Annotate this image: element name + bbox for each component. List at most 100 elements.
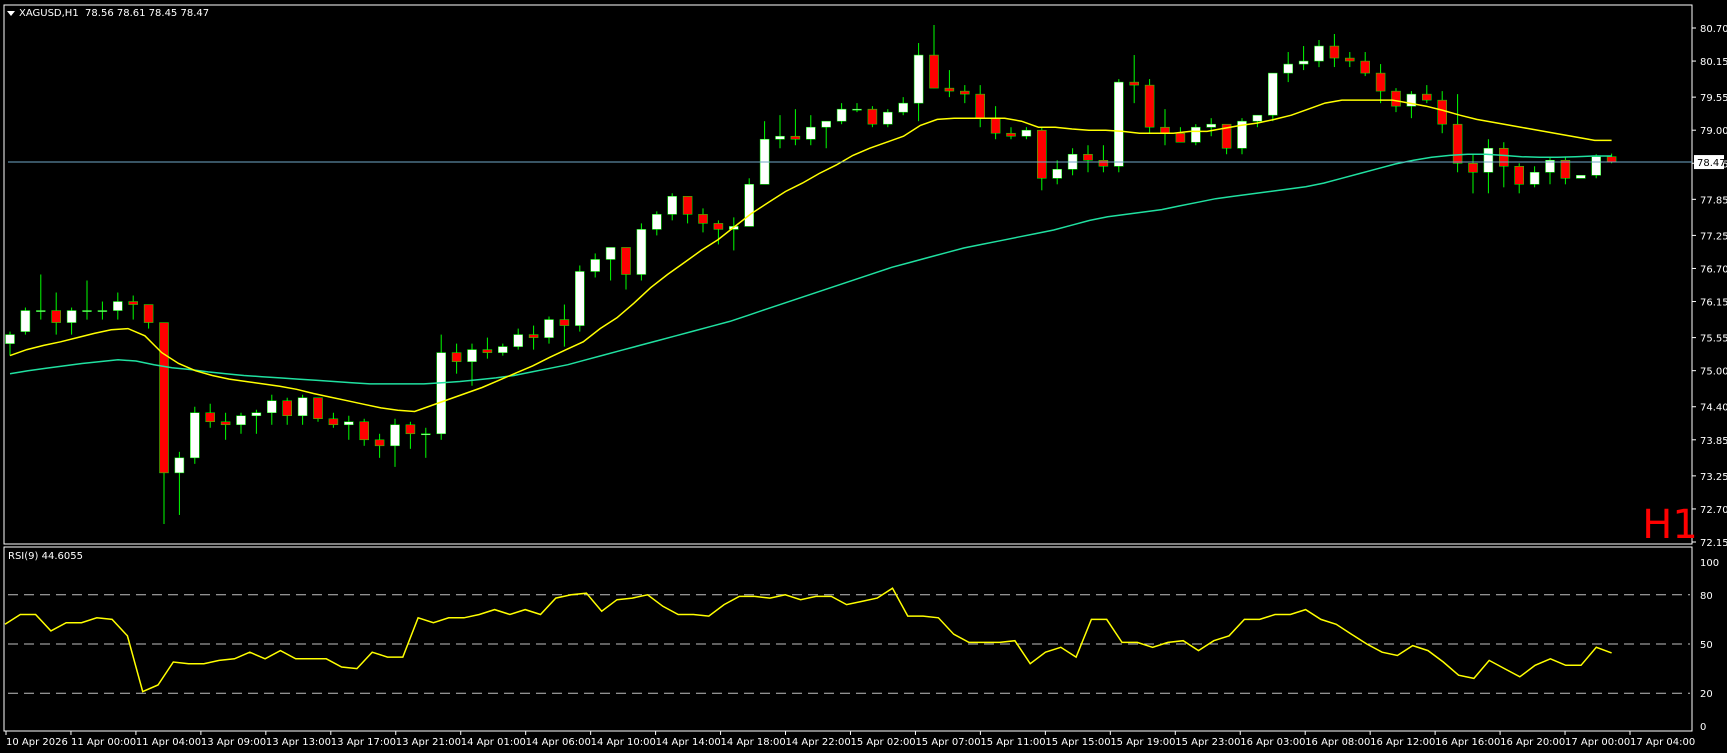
- candle: [744, 178, 754, 227]
- candle: [436, 334, 446, 440]
- candle: [1560, 157, 1571, 185]
- rsi-level-lines: [8, 594, 1690, 694]
- candle: [1545, 157, 1555, 185]
- candle: [1098, 145, 1109, 173]
- candle: [113, 292, 123, 320]
- candle: [713, 220, 724, 245]
- price-tick-label: 80.15: [1700, 57, 1727, 68]
- candle: [297, 394, 308, 425]
- candle: [575, 265, 585, 332]
- candle: [1314, 40, 1324, 68]
- candle: [282, 397, 292, 425]
- timeframe-label: H1: [1642, 502, 1698, 548]
- candle: [1452, 94, 1463, 173]
- time-tick-label: 15 Apr 07:00: [915, 737, 980, 748]
- candle: [498, 343, 508, 356]
- time-tick-label: 13 Apr 17:00: [331, 737, 396, 748]
- symbol-header: XAGUSD,H1 78.56 78.61 78.45 78.47: [19, 8, 209, 19]
- candle: [1345, 52, 1355, 68]
- price-tick-label: 72.70: [1700, 505, 1727, 516]
- candle: [913, 43, 924, 122]
- candle: [313, 397, 323, 422]
- candle: [36, 274, 46, 320]
- candle: [359, 418, 369, 446]
- candle: [544, 316, 554, 344]
- time-tick-label: 15 Apr 11:00: [980, 737, 1045, 748]
- candle: [143, 304, 154, 329]
- rsi-axis: 100 80 50 20 0: [1700, 558, 1719, 733]
- candle: [944, 70, 955, 98]
- candle: [1144, 79, 1155, 134]
- candle: [960, 85, 970, 104]
- price-tick-label: 74.40: [1700, 403, 1727, 414]
- candle: [898, 97, 908, 116]
- rsi-tick-label: 0: [1700, 722, 1706, 733]
- time-tick-label: 17 Apr 04:00: [1630, 737, 1695, 748]
- time-tick-label: 15 Apr 02:00: [850, 737, 915, 748]
- price-tick-label: 80.70: [1700, 24, 1727, 35]
- candle: [467, 343, 477, 386]
- collapse-arrow-icon[interactable]: [7, 11, 15, 16]
- candle: [97, 301, 108, 320]
- price-tick-label: 76.70: [1700, 264, 1727, 275]
- candle: [267, 394, 277, 425]
- time-tick-label: 15 Apr 23:00: [1175, 737, 1240, 748]
- candle: [528, 325, 539, 350]
- candle: [1114, 79, 1124, 173]
- candle: [374, 433, 385, 458]
- candle: [652, 211, 662, 236]
- candle: [775, 115, 785, 149]
- time-tick-label: 13 Apr 09:00: [201, 737, 266, 748]
- time-tick-label: 11 Apr 04:00: [136, 737, 201, 748]
- candle: [1422, 85, 1432, 104]
- time-tick-label: 14 Apr 14:00: [656, 737, 721, 748]
- price-tick-label: 73.85: [1700, 436, 1727, 447]
- candle: [220, 412, 231, 440]
- candle: [605, 247, 616, 281]
- time-tick-label: 11 Apr 00:00: [71, 737, 136, 748]
- candle: [1283, 52, 1293, 83]
- time-tick-label: 13 Apr 13:00: [266, 737, 331, 748]
- candle: [205, 403, 215, 428]
- candle: [51, 292, 61, 335]
- candle: [236, 412, 246, 434]
- candle: [990, 106, 1001, 140]
- candle: [1499, 142, 1509, 188]
- candle: [344, 415, 354, 440]
- time-tick-label: 14 Apr 10:00: [591, 737, 656, 748]
- candle: [1514, 163, 1524, 194]
- price-axis: 80.7080.1579.5579.0078.4577.8577.2576.70…: [1692, 24, 1727, 549]
- time-axis: 10 Apr 2026 11 Apr 00:00 11 Apr 04:00 13 Ap…: [5, 731, 1695, 748]
- time-tick-label: 10 Apr 2026: [6, 737, 68, 748]
- price-tick-label: 79.00: [1700, 126, 1727, 137]
- candle: [867, 106, 878, 128]
- candle: [1237, 118, 1247, 155]
- time-tick-label: 13 Apr 21:00: [396, 737, 461, 748]
- candle: [667, 193, 677, 221]
- price-tick-label: 75.00: [1700, 367, 1727, 378]
- candle: [759, 121, 770, 185]
- moving-average-slow: [9, 153, 1612, 385]
- candle: [590, 253, 600, 278]
- candle: [159, 322, 169, 524]
- candle: [328, 412, 339, 428]
- price-tick-label: 76.15: [1700, 298, 1727, 309]
- candle: [482, 337, 493, 359]
- candle: [1252, 114, 1263, 128]
- candle: [190, 406, 200, 464]
- time-tick-label: 16 Apr 03:00: [1240, 737, 1305, 748]
- time-tick-label: 16 Apr 12:00: [1370, 737, 1435, 748]
- time-tick-label: 16 Apr 20:00: [1500, 737, 1565, 748]
- rsi-line: [4, 587, 1612, 693]
- price-tick-label: 73.25: [1700, 472, 1727, 483]
- candle: [698, 208, 708, 233]
- time-tick-label: 17 Apr 00:00: [1565, 737, 1630, 748]
- candle: [1221, 123, 1232, 155]
- rsi-tick-label: 50: [1700, 640, 1713, 651]
- rsi-panel-frame: [3, 546, 1693, 732]
- candle: [1591, 154, 1601, 179]
- candle: [790, 109, 801, 146]
- candle: [1083, 145, 1093, 173]
- candle: [836, 103, 847, 125]
